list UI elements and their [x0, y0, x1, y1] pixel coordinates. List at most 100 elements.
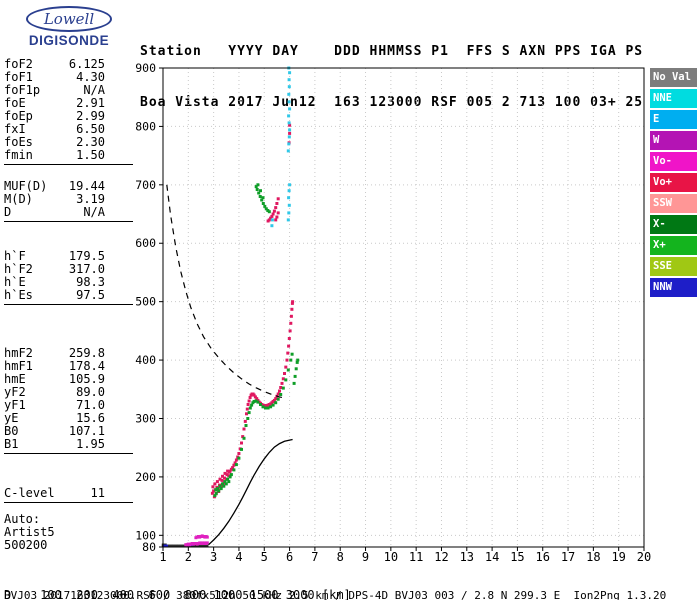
param-value: 2.91 — [76, 96, 105, 110]
legend-item-nnw: NNW — [650, 278, 697, 297]
param-value: 98.3 — [76, 275, 105, 289]
y-tick-label: 700 — [135, 178, 156, 192]
legend-item-no-val: No Val — [650, 68, 697, 87]
param-row: yF2 89.0 — [4, 386, 105, 399]
x-tick-label: 5 — [261, 550, 268, 564]
x-tick-label: 12 — [434, 550, 448, 564]
param-value: 179.5 — [68, 249, 105, 263]
param-value: 317.0 — [68, 262, 105, 276]
param-label: C-level — [4, 486, 55, 500]
param-label: foF1p — [4, 83, 41, 97]
x-tick-label: 6 — [286, 550, 293, 564]
x-tick-label: 3 — [210, 550, 217, 564]
legend-item-e: E — [650, 110, 697, 129]
header: Station YYYY DAY DDD HHMMSS P1 FFS S AXN… — [140, 9, 643, 145]
param-row: foF1p N/A — [4, 84, 105, 97]
param-value: 107.1 — [68, 424, 105, 438]
logo-digisonde-text: DIGISONDE — [28, 33, 110, 48]
param-value: 6.125 — [68, 57, 105, 71]
param-label: foF1 — [4, 70, 33, 84]
param-row: foF1 4.30 — [4, 71, 105, 84]
y-tick-label: 400 — [135, 353, 156, 367]
param-label: D — [4, 205, 12, 219]
param-row: C-level 11 — [4, 487, 105, 500]
param-row: fmin 1.50 — [4, 149, 105, 162]
param-label: hmE — [4, 372, 26, 386]
muf-distance-row: D 100 200 400 600 800 1000 1500 3000 [km… — [4, 588, 351, 600]
param-value: 6.50 — [76, 122, 105, 136]
param-row: hmE 105.9 — [4, 373, 105, 386]
param-value: 259.8 — [68, 346, 105, 360]
logo-lowell-oval: Lowell — [25, 6, 113, 32]
legend-item-w: W — [650, 131, 697, 150]
logo: Lowell DIGISONDE — [8, 6, 130, 48]
param-row: foF2 6.125 — [4, 58, 105, 71]
param-group: foF2 6.125 foF1 4.30 foF1p N/A foE 2.91 foEp 2.99… — [4, 58, 133, 165]
param-value: 1.95 — [76, 437, 105, 451]
param-row: h`Es 97.5 — [4, 289, 105, 302]
param-group: MUF(D) 19.44 M(D) 3.19 D N/A — [4, 180, 133, 222]
plot-frame — [162, 67, 645, 548]
param-row: foEp 2.99 — [4, 110, 105, 123]
param-row: M(D) 3.19 — [4, 193, 105, 206]
param-row: B1 1.95 — [4, 438, 105, 451]
param-group: hmF2 259.8 hmF1 178.4 hmE 105.9 yF2 89.0 yF1 71.0… — [4, 347, 133, 454]
x-tick-label: 4 — [235, 550, 242, 564]
param-value: 15.6 — [76, 411, 105, 425]
y-tick-label: 900 — [135, 61, 156, 75]
x-tick-label: 16 — [536, 550, 550, 564]
param-label: h`E — [4, 275, 26, 289]
param-label: MUF(D) — [4, 179, 48, 193]
param-value: 2.30 — [76, 135, 105, 149]
x-tick-label: 17 — [561, 550, 575, 564]
param-label: yE — [4, 411, 19, 425]
param-label: yF1 — [4, 398, 26, 412]
x-tick-label: 15 — [510, 550, 524, 564]
x-tick-label: 20 — [637, 550, 651, 564]
param-value: 71.0 — [76, 398, 105, 412]
series-spread-f-cyan — [270, 66, 292, 228]
param-label: h`F2 — [4, 262, 33, 276]
param-label: foEp — [4, 109, 33, 123]
param-row: yF1 71.0 — [4, 399, 105, 412]
param-value: 19.44 — [68, 179, 105, 193]
param-row: yE 15.6 — [4, 412, 105, 425]
param-value: 4.30 — [76, 70, 105, 84]
param-row: h`F 179.5 — [4, 250, 105, 263]
x-tick-label: 14 — [485, 550, 499, 564]
y-tick-label: 500 — [135, 295, 156, 309]
param-label: foF2 — [4, 57, 33, 71]
param-value: 11 — [90, 486, 105, 500]
param-label: yF2 — [4, 385, 26, 399]
param-row: h`E 98.3 — [4, 276, 105, 289]
file-info-line: BVJ03_2017163123000.RSF / 380fx512h 50 k… — [4, 589, 667, 600]
param-label: fxI — [4, 122, 26, 136]
param-group: h`F 179.5 h`F2 317.0 h`E 98.3 h`Es 97.5 — [4, 250, 133, 305]
x-tick-label: 8 — [337, 550, 344, 564]
param-value: N/A — [83, 205, 105, 219]
param-row: hmF1 178.4 — [4, 360, 105, 373]
param-label: M(D) — [4, 192, 33, 206]
param-row: foEs 2.30 — [4, 136, 105, 149]
x-tick-label: 11 — [409, 550, 423, 564]
series-muf-transmission-curve — [166, 184, 285, 399]
legend-item-x-: X- — [650, 215, 697, 234]
param-row: B0 107.1 — [4, 425, 105, 438]
param-group: Auto: Artist5 500200 — [4, 513, 133, 554]
param-label: Artist5 — [4, 525, 55, 539]
param-value: N/A — [83, 83, 105, 97]
param-value: 1.50 — [76, 148, 105, 162]
y-tick-label: 300 — [135, 411, 156, 425]
param-row: hmF2 259.8 — [4, 347, 105, 360]
param-label: hmF2 — [4, 346, 33, 360]
param-row: Artist5 — [4, 526, 105, 539]
param-value: 97.5 — [76, 288, 105, 302]
param-label: B0 — [4, 424, 19, 438]
legend-item-x+: X+ — [650, 236, 697, 255]
x-tick-label: 7 — [311, 550, 318, 564]
param-value: 3.19 — [76, 192, 105, 206]
series-es-layer-magenta — [184, 534, 209, 547]
param-label: h`Es — [4, 288, 33, 302]
param-label: Auto: — [4, 512, 41, 526]
